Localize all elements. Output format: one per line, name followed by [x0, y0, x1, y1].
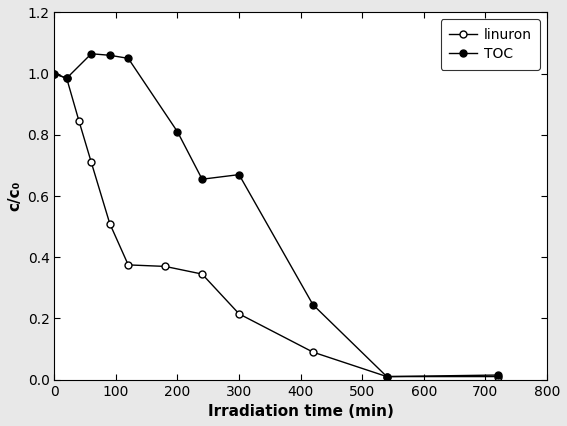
- linuron: [107, 221, 113, 226]
- TOC: [174, 129, 181, 134]
- linuron: [494, 374, 501, 379]
- linuron: [88, 160, 95, 165]
- linuron: [75, 118, 82, 124]
- linuron: [125, 262, 132, 268]
- Line: TOC: TOC: [51, 50, 501, 380]
- TOC: [51, 71, 58, 76]
- TOC: [494, 372, 501, 377]
- linuron: [310, 350, 316, 355]
- linuron: [162, 264, 168, 269]
- linuron: [51, 71, 58, 76]
- Line: linuron: linuron: [51, 70, 501, 380]
- TOC: [125, 56, 132, 61]
- linuron: [64, 76, 70, 81]
- TOC: [383, 374, 390, 379]
- linuron: [236, 311, 243, 317]
- TOC: [88, 51, 95, 56]
- Y-axis label: c/c₀: c/c₀: [7, 181, 22, 211]
- X-axis label: Irradiation time (min): Irradiation time (min): [208, 404, 393, 419]
- Legend: linuron, TOC: linuron, TOC: [441, 20, 540, 69]
- linuron: [198, 271, 205, 276]
- linuron: [383, 374, 390, 379]
- TOC: [236, 172, 243, 177]
- TOC: [198, 177, 205, 182]
- TOC: [64, 76, 70, 81]
- TOC: [310, 302, 316, 307]
- TOC: [107, 53, 113, 58]
